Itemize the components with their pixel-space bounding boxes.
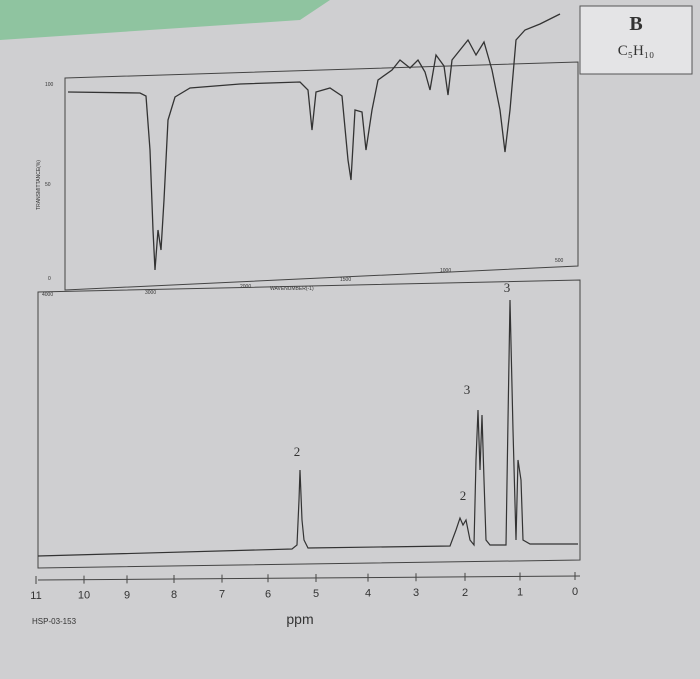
nmr-x-label: 8 xyxy=(171,589,177,601)
nmr-curve xyxy=(37,299,578,557)
nmr-x-title: ppm xyxy=(286,611,313,627)
peak-label: 2 xyxy=(294,444,301,459)
nmr-x-label: 5 xyxy=(313,588,319,600)
nmr-x-label: 3 xyxy=(413,587,419,599)
ir-x-label: 3000 xyxy=(145,290,156,296)
card-letter: B xyxy=(629,13,642,35)
label-card xyxy=(579,5,693,75)
ir-x-label: 4000 xyxy=(42,292,53,298)
nmr-axis xyxy=(37,575,581,581)
ir-x-label: 1500 xyxy=(340,277,351,283)
ir-y-title: TRANSMITTANCE(%) xyxy=(36,160,42,210)
ir-x-label: 1000 xyxy=(440,268,451,274)
peak-label: 3 xyxy=(464,382,471,397)
nmr-x-label: 1 xyxy=(517,586,523,598)
nmr-frame xyxy=(37,279,581,569)
ir-x-label: 500 xyxy=(555,258,564,264)
nmr-x-label: 4 xyxy=(365,588,371,600)
nmr-x-label: 10 xyxy=(78,590,90,602)
ir-y-label: 0 xyxy=(48,276,51,282)
card-formula: C₅H₁₀ xyxy=(618,43,655,59)
ir-y-label: 50 xyxy=(45,182,51,188)
nmr-x-label: 11 xyxy=(30,590,41,602)
spectrum-code: HSP-03-153 xyxy=(32,617,77,626)
nmr-x-label: 0 xyxy=(572,586,578,598)
ir-frame xyxy=(64,61,579,291)
nmr-x-label: 7 xyxy=(219,589,225,601)
ir-y-label: 100 xyxy=(45,82,54,88)
nmr-x-label: 2 xyxy=(462,587,468,599)
ir-x-title: WAVENUMBER(-1) xyxy=(270,286,314,292)
peak-label: 3 xyxy=(504,280,511,295)
nmr-x-label: 6 xyxy=(265,588,271,600)
peak-label: 2 xyxy=(460,488,467,503)
nmr-x-label: 9 xyxy=(124,589,130,601)
green-sheet xyxy=(0,0,330,40)
ir-curve xyxy=(67,13,561,271)
